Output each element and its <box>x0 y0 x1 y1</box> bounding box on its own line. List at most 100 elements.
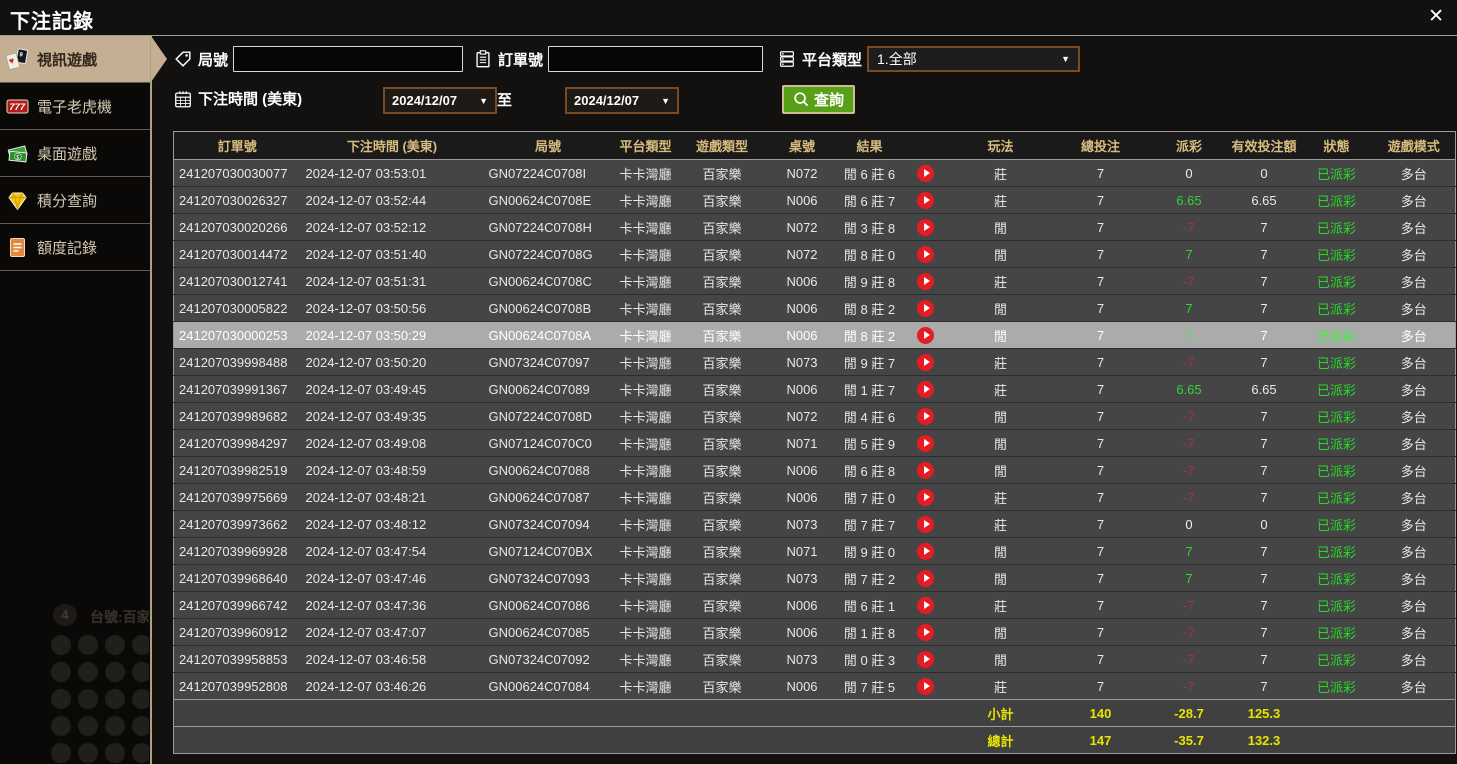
cell-mode: 多台 <box>1400 517 1427 533</box>
play-video-icon[interactable] <box>917 569 934 587</box>
play-video-icon[interactable] <box>917 380 934 398</box>
search-button[interactable]: 查詢 <box>782 85 856 114</box>
cell-order-no: 241207030000253 <box>179 327 288 343</box>
cell-game-type: 百家樂 <box>702 220 742 236</box>
play-video-icon[interactable] <box>917 407 934 425</box>
order-number-input[interactable] <box>548 46 764 72</box>
cell-replay <box>901 268 951 295</box>
cell-game-type: 百家樂 <box>702 274 742 290</box>
sidebar-item-credit-records[interactable]: 額度記錄 <box>0 224 150 271</box>
play-video-icon[interactable] <box>917 623 934 641</box>
col-table-no: 桌號 <box>765 131 839 160</box>
cell-table-no: N006 <box>786 381 818 397</box>
table-header-row: 訂單號 下注時間 (美東) 局號 平台類型 遊戲類型 桌號 結果 玩法 總投注 … <box>173 131 1456 160</box>
table-row[interactable]: 241207039984297 2024-12-07 03:49:08 GN0712… <box>173 429 1456 457</box>
cell-valid-bet: 7 <box>1260 273 1268 289</box>
play-video-icon[interactable] <box>917 272 934 290</box>
table-row[interactable]: 241207039991367 2024-12-07 03:49:45 GN0062… <box>173 375 1456 403</box>
cell-round-no: GN00624C07086 <box>488 597 590 613</box>
cell-game-type: 百家樂 <box>702 652 742 668</box>
play-video-icon[interactable] <box>917 461 934 479</box>
date-from-select[interactable]: 2024/12/07 ▼ <box>383 87 497 114</box>
cell-total-bet: 7 <box>1096 435 1105 451</box>
cell-total-bet: 7 <box>1096 624 1105 640</box>
total-label: 總計 <box>987 733 1014 749</box>
cell-table-no: N073 <box>786 354 818 370</box>
cell-platform: 卡卡灣廳 <box>619 382 672 398</box>
cell-table-no: N073 <box>786 516 818 532</box>
play-video-icon[interactable] <box>917 542 934 560</box>
table-row[interactable]: 241207039982519 2024-12-07 03:48:59 GN0062… <box>173 456 1456 484</box>
table-row[interactable]: 241207039969928 2024-12-07 03:47:54 GN0712… <box>173 537 1456 565</box>
table-row[interactable]: 241207030026327 2024-12-07 03:52:44 GN0062… <box>173 186 1456 214</box>
play-video-icon[interactable] <box>917 353 934 371</box>
records-table: 訂單號 下注時間 (美東) 局號 平台類型 遊戲類型 桌號 結果 玩法 總投注 … <box>173 131 1456 754</box>
cell-platform: 卡卡灣廳 <box>619 490 672 506</box>
play-video-icon[interactable] <box>917 515 934 533</box>
cell-replay <box>901 295 951 322</box>
play-video-icon[interactable] <box>917 677 934 695</box>
close-icon[interactable]: ✕ <box>1428 6 1444 27</box>
cell-valid-bet: 6.65 <box>1251 192 1277 208</box>
play-video-icon[interactable] <box>917 245 934 263</box>
sidebar-item-label: 桌面遊戲 <box>37 145 98 163</box>
cell-platform: 卡卡灣廳 <box>619 544 672 560</box>
platform-type-value: 1.全部 <box>877 51 917 67</box>
round-number-input[interactable] <box>233 46 464 72</box>
table-row[interactable]: 241207039958853 2024-12-07 03:46:58 GN0732… <box>173 645 1456 673</box>
platform-type-select[interactable]: 1.全部 ▼ <box>867 46 1081 72</box>
table-row[interactable]: 241207039975669 2024-12-07 03:48:21 GN0062… <box>173 483 1456 511</box>
play-video-icon[interactable] <box>917 299 934 317</box>
sidebar-item-points[interactable]: 積分查詢 <box>0 177 150 224</box>
table-row[interactable]: 241207030030077 2024-12-07 03:53:01 GN0722… <box>173 159 1456 187</box>
cell-replay <box>901 511 951 538</box>
slots-icon: 777 <box>6 95 29 118</box>
table-row[interactable]: 241207039960912 2024-12-07 03:47:07 GN0062… <box>173 618 1456 646</box>
cell-game-type: 百家樂 <box>702 382 742 398</box>
play-video-icon[interactable] <box>917 488 934 506</box>
play-video-icon[interactable] <box>917 596 934 614</box>
play-video-icon[interactable] <box>917 191 934 209</box>
play-video-icon[interactable] <box>917 650 934 668</box>
table-row[interactable]: 241207039968640 2024-12-07 03:47:46 GN0732… <box>173 564 1456 592</box>
play-video-icon[interactable] <box>917 434 934 452</box>
play-video-icon[interactable] <box>917 164 934 182</box>
cell-round-no: GN07224C0708I <box>488 165 587 181</box>
sidebar-item-table-games[interactable]: $ 桌面遊戲 <box>0 130 150 177</box>
cell-payout: 7 <box>1185 300 1193 316</box>
col-play: 玩法 <box>950 131 1051 160</box>
cell-valid-bet: 6.65 <box>1251 381 1277 397</box>
cell-valid-bet: 7 <box>1260 219 1268 235</box>
cell-play: 閒 <box>993 571 1007 587</box>
col-payout: 派彩 <box>1150 131 1228 160</box>
cell-result: 閒 5 莊 9 <box>843 436 896 452</box>
table-row[interactable]: 241207030000253 2024-12-07 03:50:29 GN0062… <box>173 321 1456 349</box>
cell-bet-time: 2024-12-07 03:49:08 <box>305 435 427 451</box>
cell-play: 莊 <box>993 274 1007 290</box>
table-row[interactable]: 241207039973662 2024-12-07 03:48:12 GN0732… <box>173 510 1456 538</box>
cell-round-no: GN07124C070BX <box>488 543 593 559</box>
table-row[interactable]: 241207030014472 2024-12-07 03:51:40 GN0722… <box>173 240 1456 268</box>
date-to-select[interactable]: 2024/12/07 ▼ <box>565 87 679 114</box>
play-video-icon[interactable] <box>917 326 934 344</box>
cell-valid-bet: 7 <box>1260 462 1268 478</box>
table-row[interactable]: 241207030020266 2024-12-07 03:52:12 GN0722… <box>173 213 1456 241</box>
cell-bet-time: 2024-12-07 03:51:40 <box>305 246 427 262</box>
cell-replay <box>901 592 951 619</box>
platform-type-label: 平台類型 <box>802 51 863 69</box>
cell-mode: 多台 <box>1400 274 1427 290</box>
table-row[interactable]: 241207039966742 2024-12-07 03:47:36 GN0062… <box>173 591 1456 619</box>
col-round-no: 局號 <box>483 131 613 160</box>
table-row[interactable]: 241207039952808 2024-12-07 03:46:26 GN0062… <box>173 672 1456 700</box>
cell-platform: 卡卡灣廳 <box>619 301 672 317</box>
play-video-icon[interactable] <box>917 218 934 236</box>
table-row[interactable]: 241207030005822 2024-12-07 03:50:56 GN0062… <box>173 294 1456 322</box>
sidebar-item-video-games[interactable]: 9 ♥ 視訊遊戲 <box>0 36 150 83</box>
cell-platform: 卡卡灣廳 <box>619 166 672 182</box>
table-row[interactable]: 241207039989682 2024-12-07 03:49:35 GN0722… <box>173 402 1456 430</box>
cell-payout: -7 <box>1183 624 1195 640</box>
cell-table-no: N006 <box>786 327 818 343</box>
sidebar-item-slots[interactable]: 777 電子老虎機 <box>0 83 150 130</box>
table-row[interactable]: 241207030012741 2024-12-07 03:51:31 GN0062… <box>173 267 1456 295</box>
table-row[interactable]: 241207039998488 2024-12-07 03:50:20 GN0732… <box>173 348 1456 376</box>
